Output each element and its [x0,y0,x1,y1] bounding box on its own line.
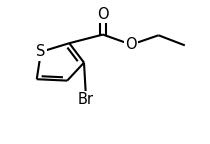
Text: Br: Br [78,92,94,107]
Text: S: S [36,44,46,59]
Text: O: O [125,37,137,52]
Text: O: O [97,7,109,22]
